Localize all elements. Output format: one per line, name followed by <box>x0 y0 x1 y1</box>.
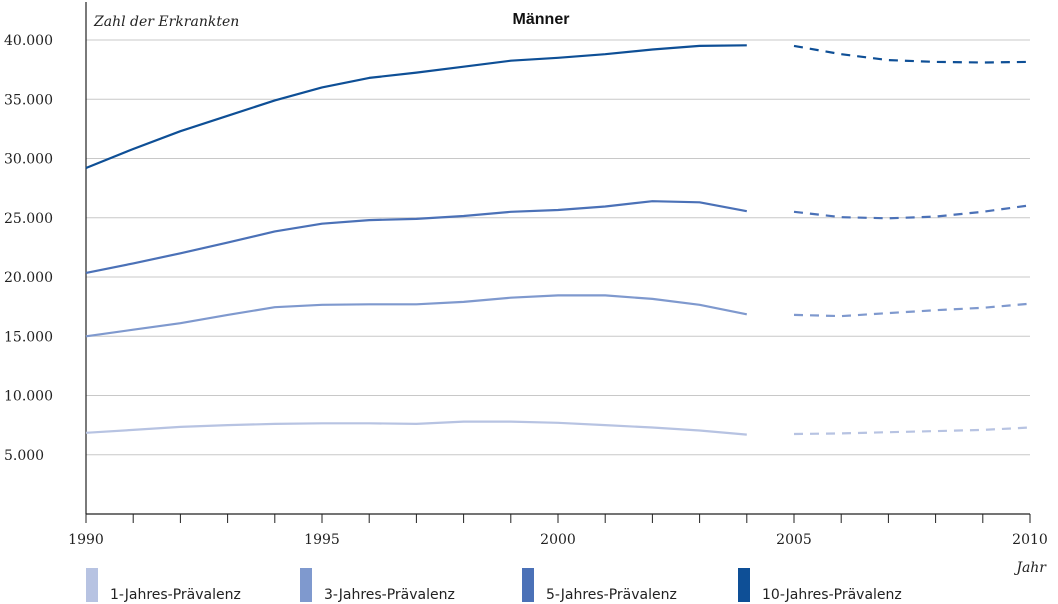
legend-swatch <box>522 568 534 602</box>
chart-title: Männer <box>513 11 570 28</box>
series-line-1-projection <box>793 426 1031 436</box>
series-line-3-projection <box>793 204 1031 220</box>
x-tick-label: 1995 <box>304 532 340 548</box>
series-line-2-projection <box>793 302 1031 318</box>
y-tick-label: 40.000 <box>4 33 53 49</box>
legend-label: 5-Jahres-Prävalenz <box>546 587 677 603</box>
y-tick-label: 30.000 <box>4 152 53 168</box>
legend: 1-Jahres-Prävalenz 3-Jahres-Prävalenz 5-Ja… <box>86 568 902 603</box>
series-line-4-observed <box>85 44 747 170</box>
axes: 5.000 10.000 15.000 20.000 25.000 30.000 35.00… <box>4 2 1048 548</box>
x-tick-label: 2010 <box>1012 532 1048 548</box>
x-tick-label: 2000 <box>540 532 576 548</box>
y-tick-label: 20.000 <box>4 270 53 286</box>
legend-label: 3-Jahres-Prävalenz <box>324 587 455 603</box>
legend-swatch <box>86 568 98 602</box>
series-line-4-projection <box>793 44 1031 64</box>
y-axis-label: Zahl der Erkrankten <box>93 14 239 30</box>
y-tick-label: 15.000 <box>4 329 53 345</box>
series-lines <box>85 44 1031 436</box>
y-tick-label: 5.000 <box>4 448 44 464</box>
grid <box>86 39 1030 456</box>
y-tick-label: 10.000 <box>4 389 53 405</box>
legend-label: 1-Jahres-Prävalenz <box>110 587 241 603</box>
y-tick-label: 35.000 <box>4 92 53 108</box>
legend-label: 10-Jahres-Prävalenz <box>762 587 902 603</box>
x-axis-label: Jahr <box>1013 560 1047 576</box>
x-tick-label: 2005 <box>776 532 812 548</box>
series-line-2-observed <box>85 294 748 338</box>
legend-swatch <box>300 568 312 602</box>
series-line-1-observed <box>85 420 747 436</box>
legend-swatch <box>738 568 750 602</box>
x-tick-label: 1990 <box>68 532 104 548</box>
y-tick-label: 25.000 <box>4 211 53 227</box>
series-line-3-observed <box>85 200 748 274</box>
